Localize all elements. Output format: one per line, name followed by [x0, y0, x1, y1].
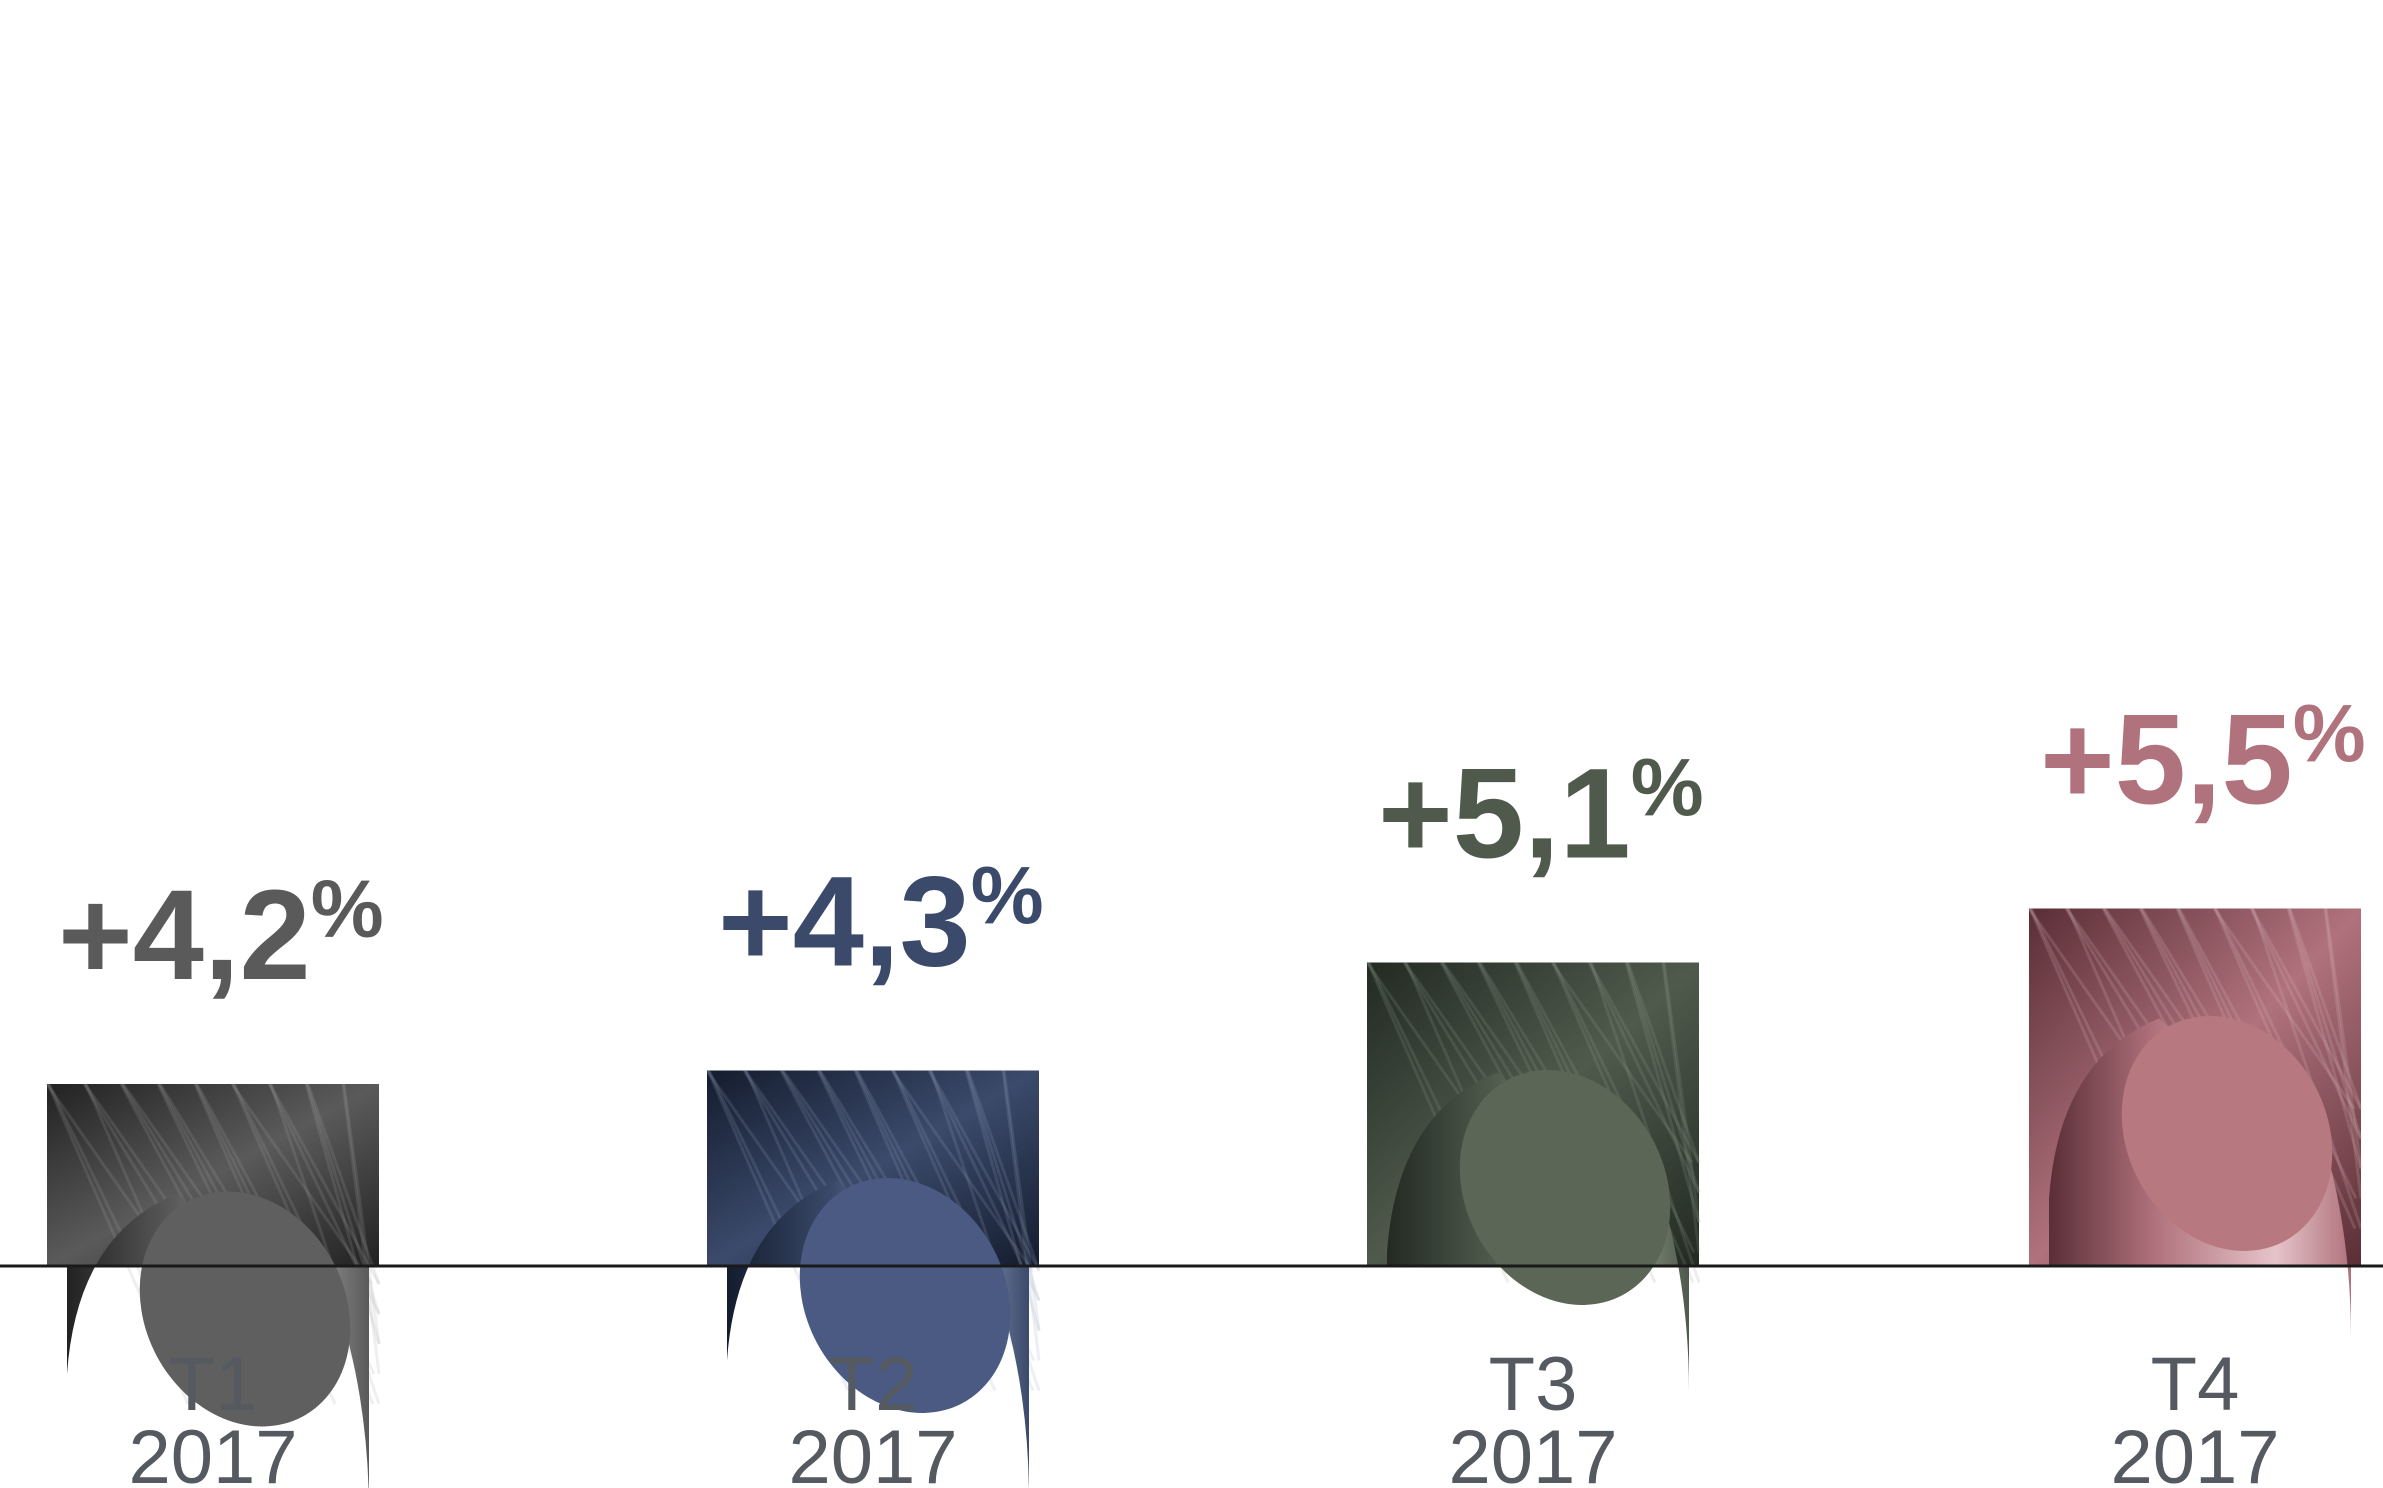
value-unit: % [1631, 743, 1704, 834]
value-label-2: +4,3% [718, 851, 1044, 994]
bar-3 [1365, 961, 1701, 1393]
bar-4 [2027, 907, 2363, 1339]
value-number: +4,3 [718, 851, 971, 994]
category-label-3: T3 [1489, 1342, 1578, 1427]
category-label-4: T4 [2151, 1342, 2240, 1427]
category-year-4: 2017 [2110, 1415, 2279, 1488]
category-label-1: T1 [169, 1342, 258, 1427]
value-label-3: +5,1% [1378, 743, 1704, 886]
category-year-1: 2017 [128, 1415, 297, 1488]
value-number: +4,2 [58, 864, 311, 1007]
value-unit: % [311, 864, 384, 955]
value-label-4: +5,5% [2040, 689, 2366, 832]
bar-1 [45, 1083, 381, 1488]
value-unit: % [2293, 689, 2366, 780]
bar-2 [705, 1069, 1041, 1488]
bars-group [45, 907, 2363, 1488]
value-label-1: +4,2% [58, 864, 384, 1007]
category-label-2: T2 [829, 1342, 918, 1427]
value-number: +5,5 [2040, 689, 2293, 832]
labels-group: +4,2%T12017+4,3%T22017+5,1%T32017+5,5%T4… [58, 689, 2366, 1488]
category-year-2: 2017 [788, 1415, 957, 1488]
category-year-3: 2017 [1448, 1415, 1617, 1488]
value-number: +5,1 [1378, 743, 1631, 886]
value-unit: % [971, 851, 1044, 942]
